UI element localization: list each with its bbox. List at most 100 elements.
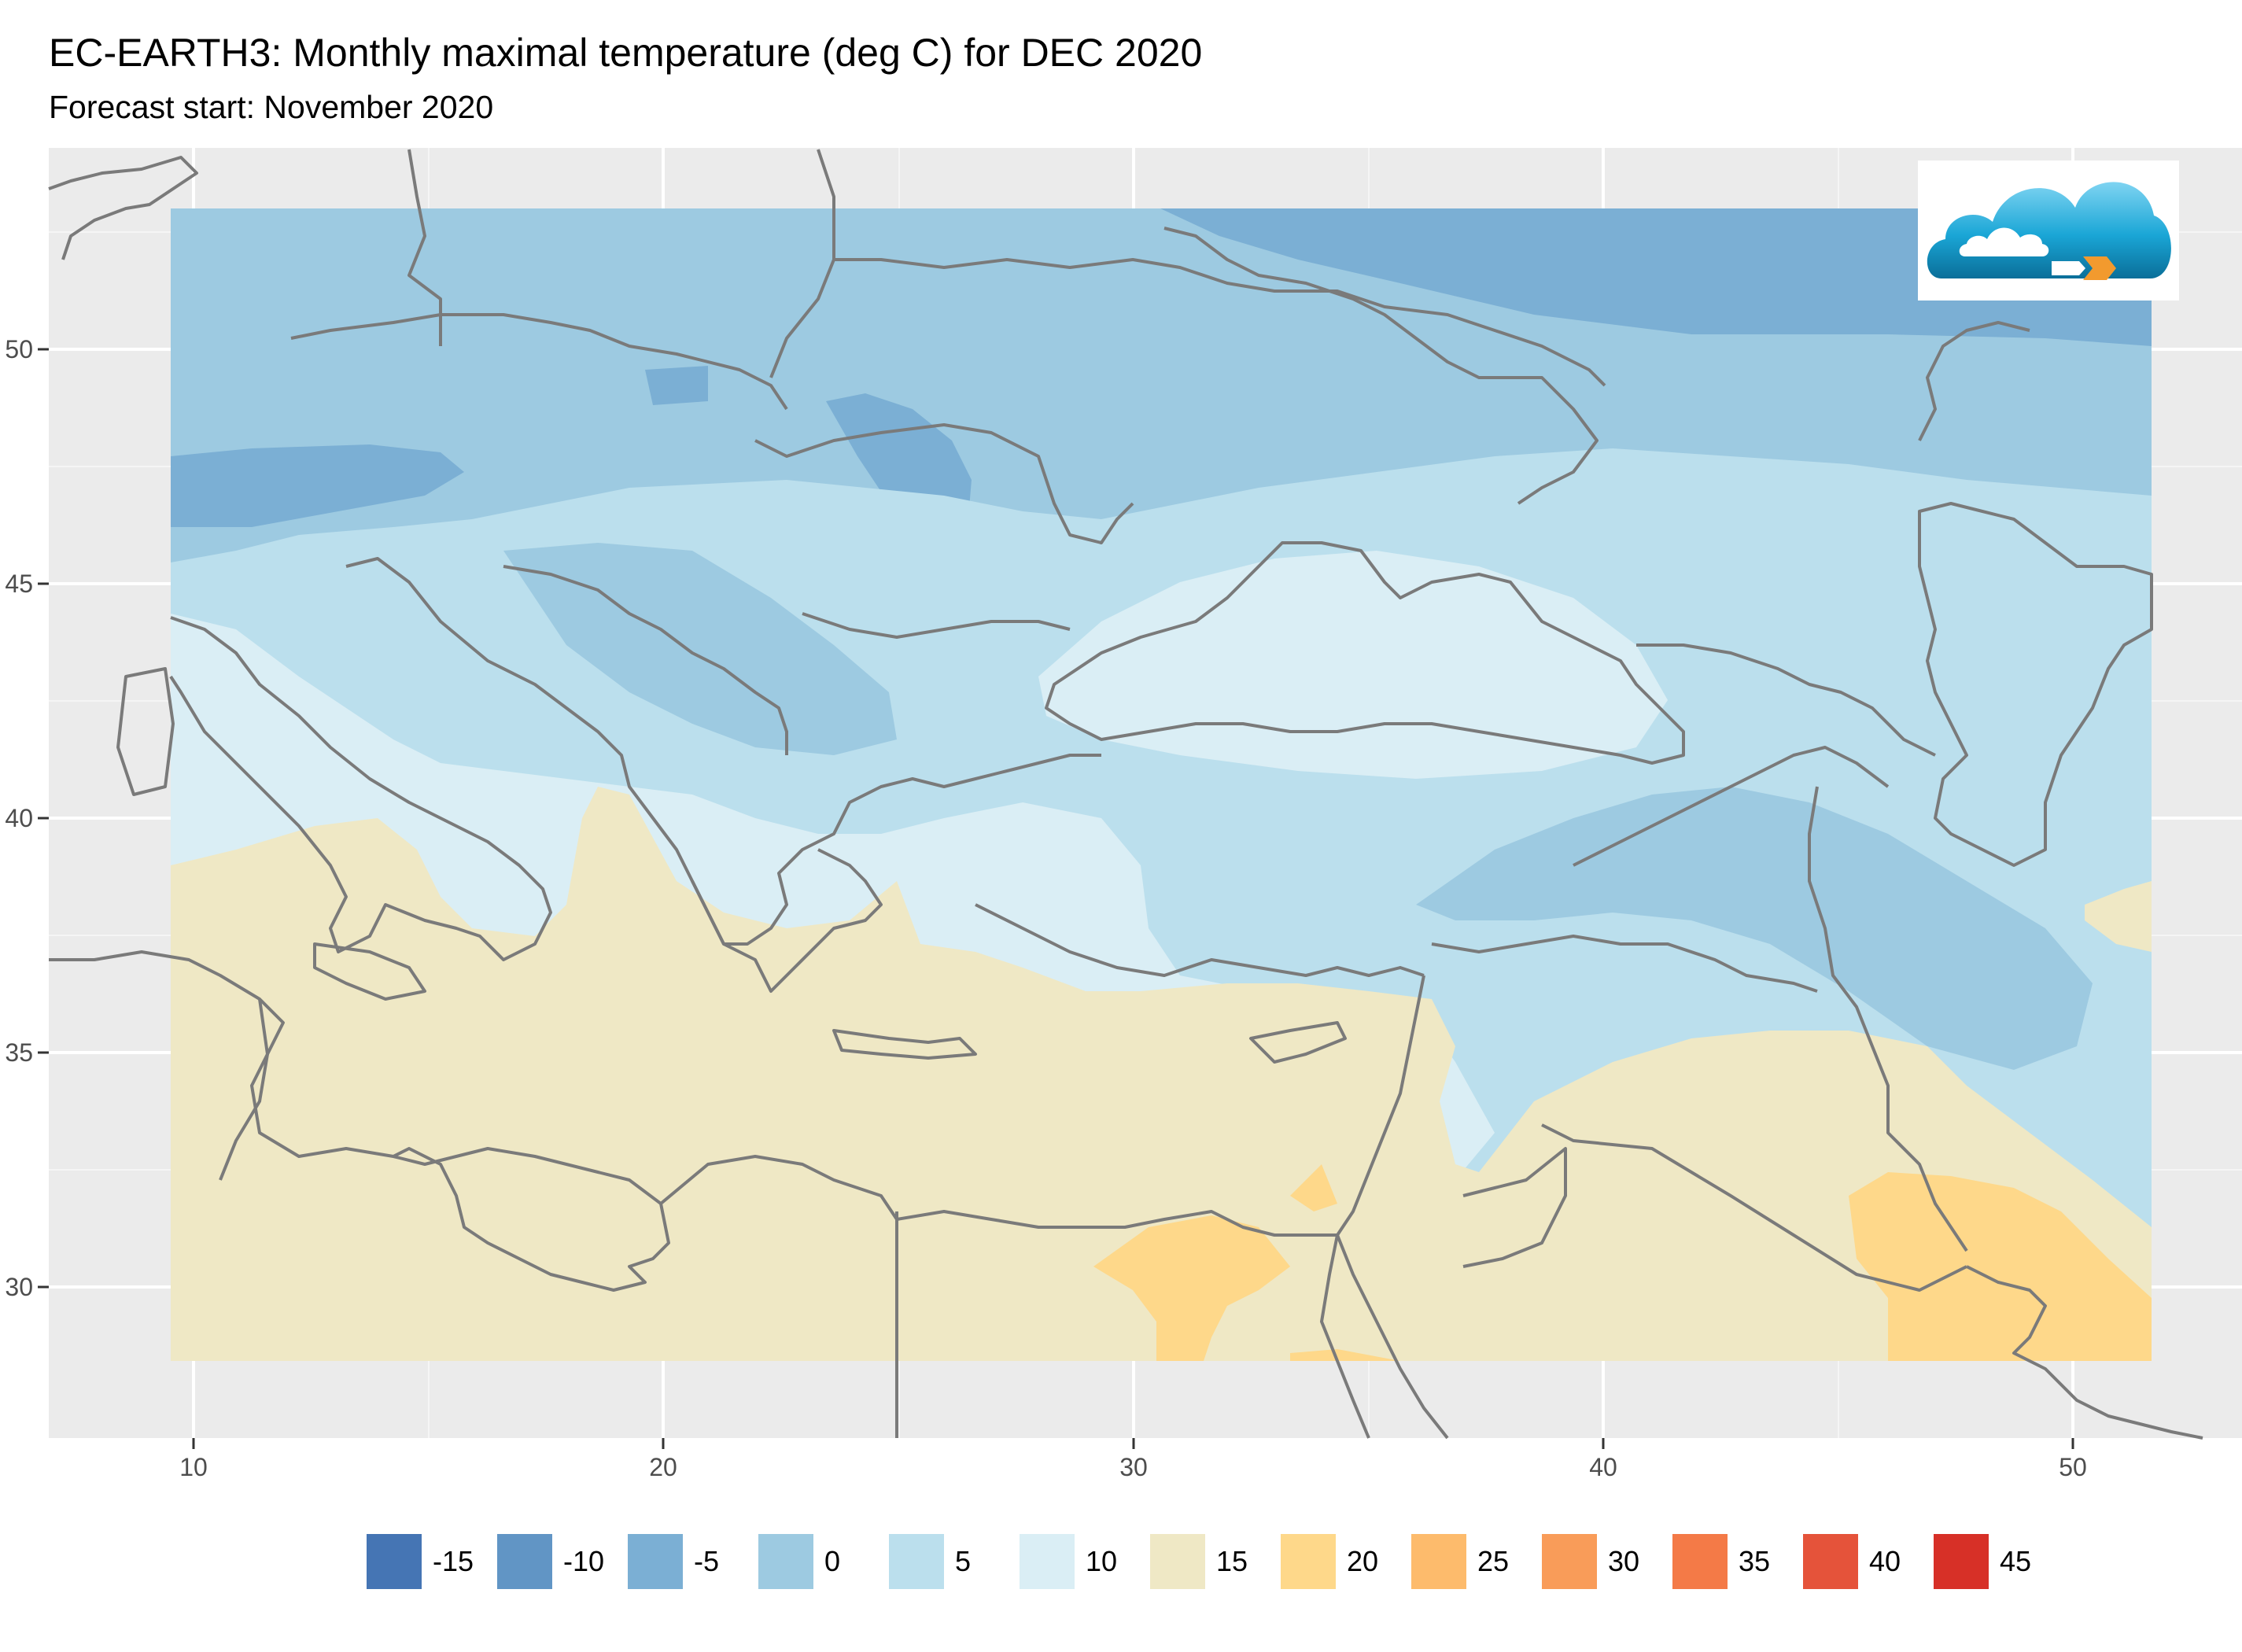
- legend-item: -15: [367, 1534, 477, 1589]
- legend-item: 30: [1542, 1534, 1652, 1589]
- legend-item: 15: [1150, 1534, 1260, 1589]
- x-tick-label: 30: [1119, 1453, 1148, 1481]
- border-iraq-iran: [1808, 786, 1968, 1252]
- coastline-adriatic: [345, 557, 1101, 946]
- legend-item: 10: [1020, 1534, 1130, 1589]
- legend-item: 35: [1672, 1534, 1783, 1589]
- legend-label: 0: [824, 1545, 841, 1577]
- legend-item: 45: [1934, 1534, 2044, 1589]
- contour-20-gulf: [1849, 1172, 2152, 1361]
- legend-label: 5: [955, 1545, 972, 1577]
- legend-label: -10: [563, 1545, 605, 1577]
- contour-20-sinai: [1290, 1164, 1337, 1211]
- page-title: EC-EARTH3: Monthly maximal temperature (…: [49, 31, 1203, 75]
- y-tick-label: 35: [5, 1038, 33, 1067]
- legend-label: 20: [1347, 1545, 1379, 1577]
- border-belarus-ukraine: [834, 258, 1606, 387]
- border-balkans-west: [503, 565, 788, 755]
- coastline-libya-egypt: [659, 1155, 1337, 1237]
- x-tick-label: 20: [649, 1453, 677, 1481]
- border-germany-poland: [407, 149, 442, 346]
- country-borders: [48, 149, 2203, 1440]
- x-axis-tick-labels: 10 20 30 40 50: [179, 1453, 2087, 1481]
- y-tick-label: 45: [5, 570, 33, 598]
- legend-label: -5: [694, 1545, 720, 1577]
- legend-item: 40: [1803, 1534, 1913, 1589]
- contour-minus10-alps: [171, 444, 464, 527]
- x-tick-label: 50: [2059, 1453, 2087, 1481]
- border-syria-iraq: [1431, 935, 1818, 993]
- border-caucasus: [1636, 643, 1936, 757]
- coastline-western-europe: [48, 156, 198, 260]
- border-caspian-north: [1918, 321, 2030, 441]
- contour-20-red-sea: [1290, 1349, 1400, 1361]
- legend-swatch: [1672, 1534, 1728, 1589]
- temperature-contours: [171, 208, 2152, 1361]
- contour-15-north-africa: [171, 787, 2152, 1361]
- legend-label: 45: [2000, 1545, 2032, 1577]
- legend-swatch: [1803, 1534, 1858, 1589]
- legend-label: 30: [1608, 1545, 1640, 1577]
- contour-10-black-sea: [1038, 551, 1668, 779]
- contour-minus10-tatra: [645, 366, 708, 405]
- border-romania-bulgaria: [802, 612, 1071, 639]
- coastline-cyprus: [1249, 1021, 1347, 1064]
- legend-swatch: [1411, 1534, 1466, 1589]
- legend-swatch: [889, 1534, 944, 1589]
- border-poland-ukraine: [769, 149, 835, 378]
- y-axis-tick-labels: 30 35 40 45 50: [5, 335, 33, 1301]
- coastline-turkey-south: [975, 903, 1425, 977]
- coastline-persian-gulf: [1966, 1265, 2203, 1440]
- legend-label: 40: [1869, 1545, 1901, 1577]
- legend-swatch: [367, 1534, 422, 1589]
- coastline-caspian: [1918, 502, 2153, 867]
- legend-label: 35: [1739, 1545, 1771, 1577]
- y-tick-label: 50: [5, 335, 33, 363]
- contour-20-egypt: [1093, 1215, 1290, 1361]
- legend-item: -5: [628, 1534, 738, 1589]
- legend-swatch: [1934, 1534, 1989, 1589]
- y-tick-label: 30: [5, 1273, 33, 1301]
- x-tick-label: 40: [1589, 1453, 1617, 1481]
- x-tick-label: 10: [179, 1453, 208, 1481]
- legend-item: 20: [1281, 1534, 1391, 1589]
- legend-swatch: [497, 1534, 552, 1589]
- coastline-black-sea: [1045, 541, 1685, 765]
- contour-15-gulf: [2085, 881, 2152, 952]
- legend-label: 15: [1216, 1545, 1248, 1577]
- legend-swatch: [1150, 1534, 1205, 1589]
- legend-swatch: [1281, 1534, 1336, 1589]
- coastline-italy: [169, 616, 552, 961]
- border-central-europe: [290, 313, 788, 411]
- border-algeria-tunisia: [219, 998, 269, 1181]
- contour-minus10-north: [1160, 208, 2152, 346]
- coastline-north-africa: [49, 950, 670, 1292]
- coastline-sicily: [313, 942, 426, 1001]
- cloud-logo-icon: [1918, 160, 2179, 301]
- color-legend: -15 -10 -5 0 5 10 15 20 25 30 35 40 45: [367, 1534, 2064, 1589]
- border-saudi-iraq: [1541, 1123, 1967, 1292]
- legend-swatch: [1020, 1534, 1075, 1589]
- coastline-greece: [691, 848, 883, 993]
- legend-label: 10: [1086, 1545, 1118, 1577]
- legend-label: 25: [1477, 1545, 1510, 1577]
- border-turkey-east: [1573, 746, 1890, 867]
- page-subtitle: Forecast start: November 2020: [49, 89, 494, 125]
- y-tick-label: 40: [5, 804, 33, 832]
- coastline-crete: [832, 1029, 977, 1060]
- legend-item: -10: [497, 1534, 607, 1589]
- legend-item: 5: [889, 1534, 999, 1589]
- coastline-sardinia: [116, 667, 175, 796]
- coastline-red-sea: [1320, 1234, 1370, 1439]
- axis-ticks: [38, 348, 2074, 1449]
- border-russia-ukraine: [1163, 227, 1599, 505]
- contour-0-zagros: [1416, 787, 2093, 1070]
- legend-item: 0: [758, 1534, 868, 1589]
- contour-0-balkans: [503, 543, 897, 755]
- legend-item: 25: [1411, 1534, 1521, 1589]
- legend-swatch: [758, 1534, 813, 1589]
- border-jordan: [1462, 1147, 1567, 1268]
- legend-swatch: [628, 1534, 683, 1589]
- legend-label: -15: [433, 1545, 474, 1577]
